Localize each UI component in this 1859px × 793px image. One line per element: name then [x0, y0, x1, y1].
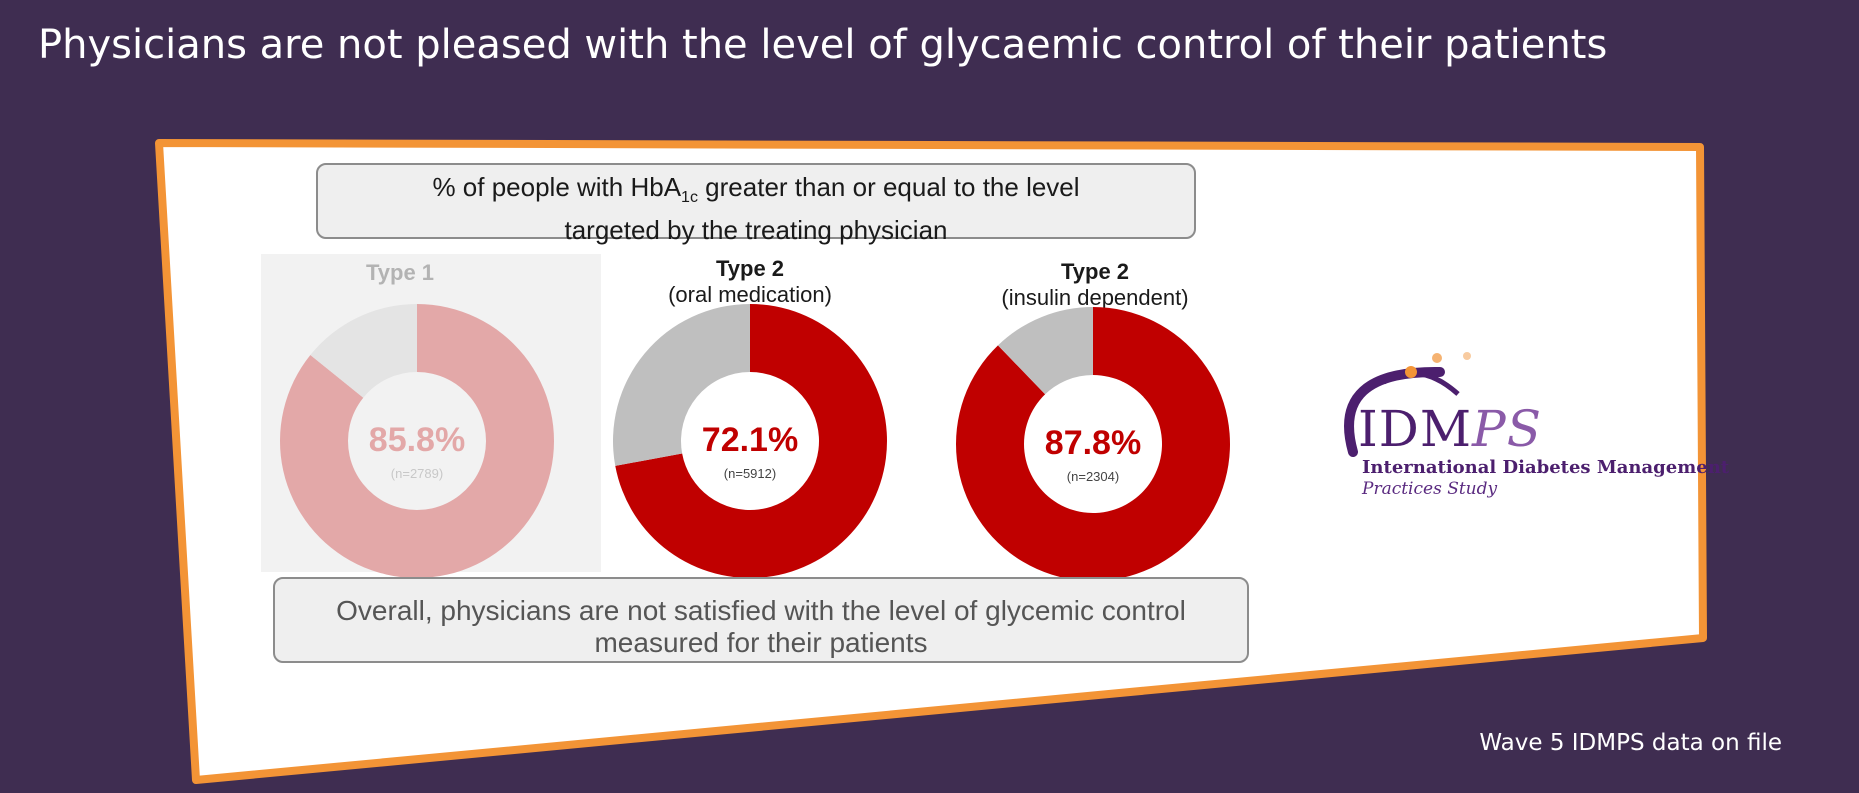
- logo-dot-3: [1463, 352, 1471, 360]
- source-note: Wave 5 IDMPS data on file: [1479, 730, 1782, 756]
- logo-arc-top: [1382, 370, 1460, 396]
- type2-insulin-value-label: 87.8%: [1045, 424, 1141, 462]
- logo-dot-1: [1405, 366, 1417, 378]
- logo-wordmark-main: IDM: [1358, 400, 1473, 458]
- type1-title-main: Type 1: [365, 260, 435, 285]
- slide-title: Physicians are not pleased with the leve…: [38, 22, 1608, 68]
- type2-insulin-n-label: (n=2304): [1067, 469, 1119, 484]
- type2-insulin-slice-above-target: [955, 307, 1230, 581]
- panel-heading: % of people with HbA1c greater than or e…: [316, 163, 1196, 245]
- heading-text-post: greater than or equal to the level: [697, 172, 1080, 202]
- logo-line2: Practices Study: [1362, 479, 1498, 499]
- panel-footer: Overall, physicians are not satisfied wi…: [273, 577, 1249, 663]
- type2-oral-slice-below-target: [613, 304, 750, 466]
- logo-line1: International Diabetes Management: [1362, 457, 1730, 478]
- type2-oral-n-label: (n=5912): [724, 466, 776, 481]
- type1-title: Type 1: [250, 260, 550, 286]
- heading-text-line2: targeted by the treating physician: [564, 215, 948, 246]
- logo-wordmark-ps: PS: [1472, 400, 1542, 458]
- type2-insulin-title-main: Type 2: [1060, 259, 1130, 284]
- type2-insulin-title: Type 2 (insulin dependent): [945, 259, 1245, 311]
- logo-wordmark: IDMPS: [1358, 400, 1542, 458]
- type2-oral-value-label: 72.1%: [702, 421, 798, 459]
- type2-oral-title-sub: (oral medication): [668, 282, 832, 307]
- logo-dot-2: [1432, 353, 1442, 363]
- heading-text-pre: % of people with HbA: [432, 172, 682, 202]
- heading-subscript: 1c: [681, 189, 698, 207]
- type2-insulin-slice-below-target: [997, 307, 1093, 395]
- type2-oral-title: Type 2 (oral medication): [600, 256, 900, 308]
- type2-oral-slice-above-target: [615, 304, 887, 578]
- type1-slice-above-target: [279, 304, 555, 578]
- type2-insulin-title-sub: (insulin dependent): [1001, 285, 1189, 310]
- type1-slice-below-target: [310, 304, 417, 398]
- type1-value-label: 85.8%: [369, 421, 465, 459]
- type1-n-label: (n=2789): [391, 466, 443, 481]
- type2-oral-title-main: Type 2: [715, 256, 785, 281]
